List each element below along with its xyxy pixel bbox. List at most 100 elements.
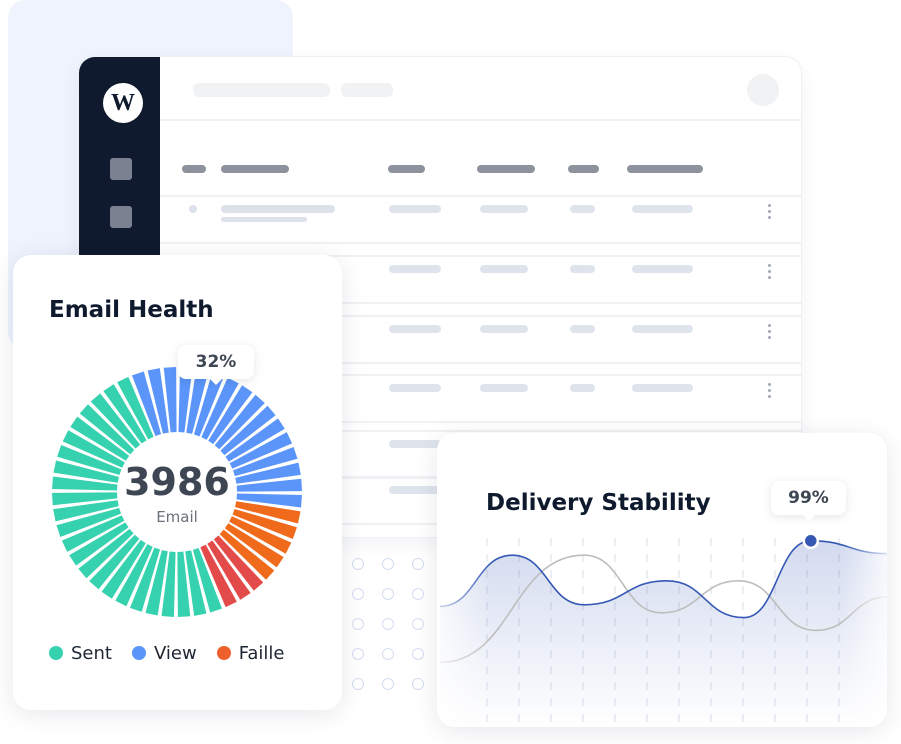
donut-segment — [147, 368, 169, 434]
donut-segment — [236, 478, 302, 492]
donut-segment — [229, 516, 292, 554]
donut-segment — [101, 539, 146, 599]
dot — [382, 678, 394, 690]
dot — [412, 618, 424, 630]
donut-segment — [236, 493, 302, 508]
highlight-point[interactable] — [802, 532, 820, 550]
cell-placeholder — [480, 205, 528, 213]
legend-item-view: View — [131, 643, 197, 664]
dot — [352, 588, 364, 600]
cell-placeholder — [389, 440, 441, 448]
table-row[interactable] — [160, 315, 801, 317]
cell-placeholder — [189, 205, 197, 213]
donut-segment — [52, 476, 118, 491]
cell-placeholder — [570, 205, 595, 213]
dot — [382, 648, 394, 660]
value-tooltip: 99% — [771, 481, 846, 521]
donut-segment — [214, 394, 265, 450]
card-title: Delivery Stability — [486, 490, 711, 516]
dot — [412, 678, 424, 690]
donut-segment — [161, 551, 176, 617]
donut-segment — [219, 529, 275, 580]
donut-segment — [61, 515, 125, 552]
donut-segment — [235, 462, 301, 484]
cell-placeholder — [632, 265, 693, 273]
donut-segment — [192, 547, 222, 613]
donut-segment — [200, 544, 237, 608]
dot — [352, 618, 364, 630]
donut-segment — [220, 405, 276, 456]
card-title: Email Health — [49, 297, 214, 323]
donut-segment — [224, 523, 284, 568]
wordpress-logo: W — [103, 83, 143, 123]
dot — [352, 558, 364, 570]
table-row[interactable] — [160, 255, 801, 257]
cell-placeholder — [570, 384, 595, 392]
view-dot-icon — [131, 646, 146, 660]
row-divider — [160, 362, 801, 364]
donut-segment — [56, 507, 122, 537]
dot — [382, 558, 394, 570]
sent-dot-icon — [49, 646, 63, 660]
cell-placeholder — [570, 265, 595, 273]
cell-placeholder — [632, 384, 693, 392]
sidebar-item-icon[interactable] — [110, 206, 132, 228]
donut-segment — [232, 447, 298, 477]
faille-dot-icon — [216, 646, 231, 660]
cell-placeholder — [480, 265, 528, 273]
cell-placeholder — [221, 217, 307, 222]
row-divider — [160, 242, 801, 244]
dot — [412, 588, 424, 600]
legend: Sent View Faille — [49, 643, 285, 664]
top-bar — [160, 57, 801, 121]
cell-placeholder — [570, 325, 595, 333]
avatar[interactable] — [747, 74, 779, 106]
cell-placeholder — [480, 384, 528, 392]
column-header — [477, 165, 535, 173]
donut-chart — [52, 367, 302, 617]
donut-segment — [232, 508, 297, 540]
donut-segment — [208, 385, 253, 445]
row-divider — [160, 421, 801, 423]
donut-segment — [53, 460, 119, 483]
cell-placeholder — [632, 325, 693, 333]
table-row[interactable] — [160, 195, 801, 197]
more-options-icon[interactable] — [768, 383, 771, 401]
legend-item-faille: Faille — [216, 643, 285, 664]
column-header — [388, 165, 425, 173]
cell-placeholder — [389, 325, 441, 333]
donut-segment — [115, 544, 153, 607]
donut-segment — [213, 535, 264, 591]
donut-segment — [235, 501, 301, 524]
more-options-icon[interactable] — [768, 324, 771, 342]
sidebar-item-icon[interactable] — [110, 158, 132, 180]
donut-segment — [178, 367, 193, 433]
donut-segment — [69, 522, 129, 566]
dot — [352, 648, 364, 660]
donut-segment — [103, 384, 147, 444]
donut-segment — [132, 371, 162, 437]
donut-segment — [207, 540, 251, 600]
donut-segment — [62, 430, 125, 468]
table-row[interactable] — [160, 374, 801, 376]
row-divider — [160, 302, 801, 304]
donut-segment — [53, 500, 119, 522]
legend-item-sent: Sent — [49, 643, 112, 664]
cell-placeholder — [389, 486, 441, 494]
dot — [382, 618, 394, 630]
donut-segment — [163, 367, 177, 433]
line-chart — [437, 433, 887, 727]
donut-segment — [90, 393, 141, 449]
dot — [382, 588, 394, 600]
donut-segment — [52, 492, 118, 506]
table-row[interactable] — [160, 430, 801, 432]
cell-placeholder — [389, 265, 441, 273]
column-header — [221, 165, 289, 173]
more-options-icon[interactable] — [768, 204, 771, 222]
edge-fade — [437, 433, 887, 727]
more-options-icon[interactable] — [768, 264, 771, 282]
donut-segment — [186, 368, 209, 434]
donut-segment — [70, 416, 130, 461]
donut-segment — [177, 551, 191, 617]
cell-placeholder — [221, 205, 335, 213]
